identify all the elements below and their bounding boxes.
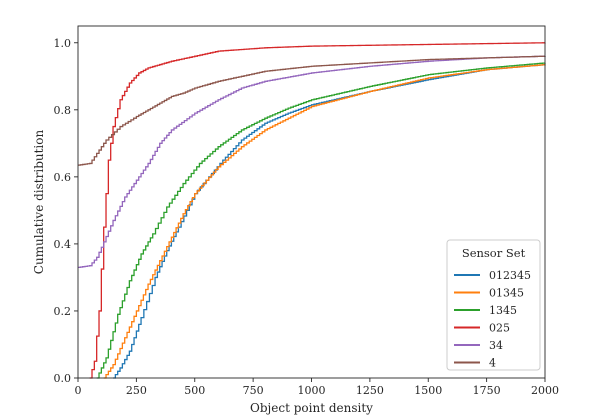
x-tick-label: 750: [243, 384, 264, 397]
legend-label-012345: 012345: [489, 269, 531, 282]
legend-label-01345: 01345: [489, 287, 524, 300]
x-tick-label: 1500: [414, 384, 442, 397]
y-tick-label: 0.0: [54, 372, 72, 385]
x-tick-label: 1000: [298, 384, 326, 397]
legend-label-025: 025: [489, 322, 510, 335]
x-tick-label: 0: [75, 384, 82, 397]
x-tick-label: 1750: [473, 384, 501, 397]
x-tick-label: 250: [126, 384, 147, 397]
y-tick-label: 0.8: [54, 104, 72, 117]
y-tick-label: 1.0: [54, 37, 72, 50]
legend-label-4: 4: [489, 357, 496, 370]
ticks-layer: 0 250 500 750 1000 1250 1500 1750 20000.00.20.40…: [54, 37, 560, 397]
y-tick-label: 0.4: [54, 238, 72, 251]
x-tick-label: 1250: [356, 384, 384, 397]
legend-label-34: 34: [489, 339, 503, 352]
legend-label-1345: 1345: [489, 304, 517, 317]
legend: Sensor Set 012345 01345 1345 025 34 4: [446, 239, 541, 371]
series-line-1345: [96, 62, 546, 379]
series-layer: [78, 42, 546, 379]
series-line-4: [78, 55, 546, 166]
legend-items: 012345 01345 1345 025 34 4: [454, 269, 531, 370]
y-tick-label: 0.6: [54, 171, 72, 184]
y-tick-label: 0.2: [54, 305, 72, 318]
series-line-34: [78, 55, 546, 269]
x-axis-label: Object point density: [250, 401, 373, 415]
series-line-01345: [103, 64, 546, 379]
x-tick-label: 2000: [531, 384, 559, 397]
y-axis-label: Cumulative distribution: [32, 130, 46, 275]
series-line-025: [89, 42, 546, 379]
legend-title: Sensor Set: [462, 246, 526, 260]
x-tick-label: 500: [184, 384, 205, 397]
legend-box: [446, 239, 541, 371]
